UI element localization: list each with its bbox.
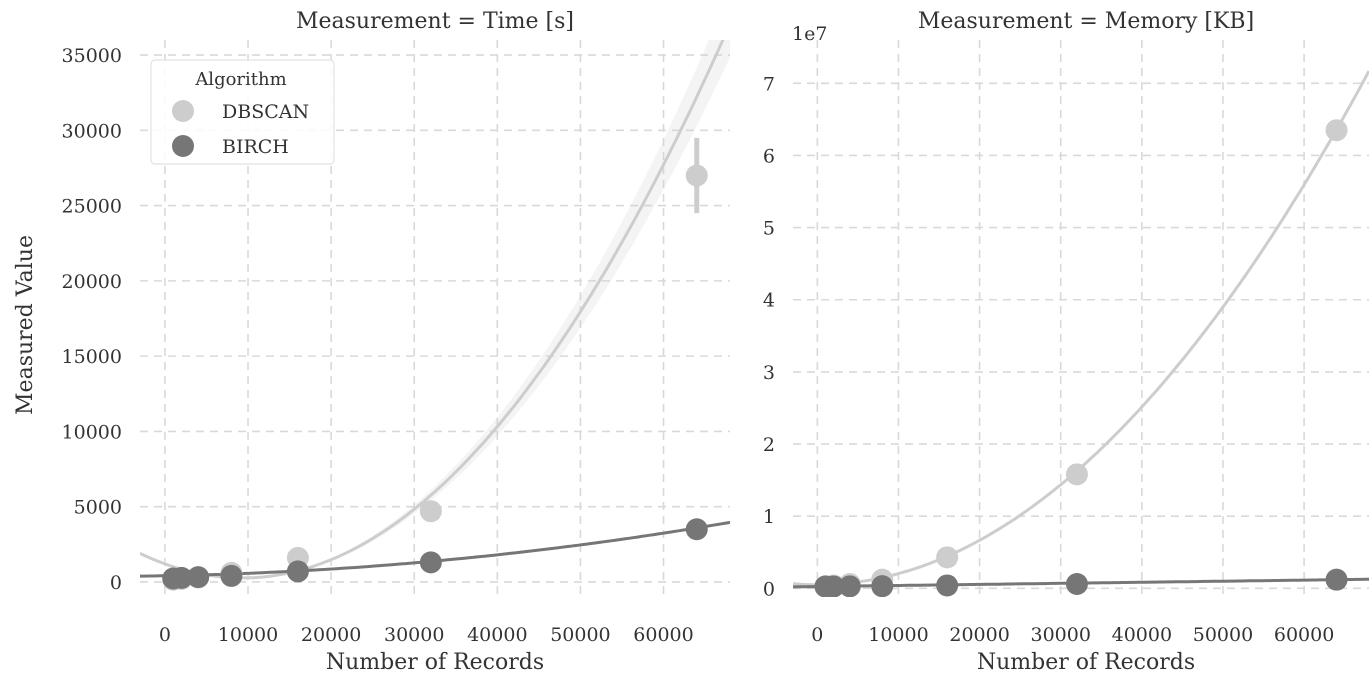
time-y-tick-label: 0 bbox=[110, 572, 122, 594]
memory-x-axis-label: Number of Records bbox=[977, 650, 1195, 675]
memory-x-tick-label: 10000 bbox=[868, 624, 928, 646]
memory-fit-lines bbox=[793, 70, 1369, 589]
birch-data-point bbox=[286, 560, 309, 583]
legend-title: Algorithm bbox=[194, 69, 286, 90]
birch-data-point bbox=[838, 575, 861, 597]
memory-grid bbox=[793, 40, 1369, 597]
birch-data-point bbox=[936, 574, 959, 597]
birch-data-point bbox=[419, 551, 442, 574]
memory-panel: 0 10000 20000 30000 40000 50000 60000 0 1 2 3 4 5 6 7… bbox=[763, 9, 1369, 675]
legend-label-birch: BIRCH bbox=[222, 136, 289, 158]
birch-data-point bbox=[822, 575, 845, 597]
birch-data-point bbox=[170, 566, 193, 589]
memory-x-tick-labels: 0 10000 20000 30000 40000 50000 60000 bbox=[811, 624, 1334, 646]
memory-y-tick-label: 0 bbox=[763, 578, 775, 600]
memory-x-tick-label: 20000 bbox=[949, 624, 1009, 646]
time-panel-title: Measurement = Time [s] bbox=[296, 9, 574, 34]
legend-marker-birch bbox=[172, 135, 194, 157]
memory-y-tick-label: 7 bbox=[763, 73, 775, 95]
time-y-tick-label: 35000 bbox=[62, 45, 122, 67]
dbscan-data-point bbox=[419, 500, 442, 523]
memory-y-tick-label: 2 bbox=[763, 434, 775, 456]
memory-x-tick-label: 40000 bbox=[1112, 624, 1172, 646]
time-y-tick-labels: 0 5000 10000 15000 20000 25000 30000 35000 bbox=[62, 45, 122, 594]
birch-data-point bbox=[1325, 568, 1348, 591]
memory-x-tick-label: 60000 bbox=[1274, 624, 1334, 646]
time-y-tick-label: 10000 bbox=[62, 421, 122, 443]
dbscan-data-point bbox=[936, 546, 959, 569]
memory-panel-title: Measurement = Memory [KB] bbox=[918, 9, 1254, 34]
memory-y-tick-labels: 0 1 2 3 4 5 6 7 bbox=[763, 73, 775, 600]
dbscan-fit-line bbox=[793, 70, 1369, 587]
memory-x-tick-label: 0 bbox=[811, 624, 823, 646]
memory-y-tick-label: 1 bbox=[763, 506, 775, 528]
birch-data-point bbox=[685, 518, 708, 541]
time-x-axis-label: Number of Records bbox=[326, 650, 544, 675]
legend-label-dbscan: DBSCAN bbox=[222, 101, 309, 123]
birch-data-point bbox=[871, 575, 894, 597]
memory-x-tick-label: 50000 bbox=[1193, 624, 1253, 646]
time-panel: 0 10000 20000 30000 40000 50000 60000 0 5000 100… bbox=[13, 9, 730, 675]
time-y-tick-label: 15000 bbox=[62, 346, 122, 368]
time-x-tick-label: 20000 bbox=[301, 624, 361, 646]
time-x-tick-label: 60000 bbox=[633, 624, 693, 646]
legend-frame bbox=[150, 59, 335, 165]
time-x-tick-labels: 0 10000 20000 30000 40000 50000 60000 bbox=[159, 624, 694, 646]
time-x-tick-label: 0 bbox=[159, 624, 171, 646]
memory-y-offset-label: 1e7 bbox=[792, 23, 827, 45]
birch-data-point bbox=[187, 566, 210, 589]
time-y-tick-label: 30000 bbox=[62, 120, 122, 142]
time-y-tick-label: 25000 bbox=[62, 196, 122, 218]
y-axis-label: Measured Value bbox=[13, 235, 38, 415]
time-x-tick-label: 30000 bbox=[384, 624, 444, 646]
legend-marker-dbscan bbox=[172, 100, 194, 122]
time-x-tick-label: 10000 bbox=[218, 624, 278, 646]
time-y-tick-label: 20000 bbox=[62, 271, 122, 293]
memory-points bbox=[814, 119, 1348, 597]
memory-y-tick-label: 5 bbox=[763, 218, 775, 240]
time-x-tick-label: 50000 bbox=[550, 624, 610, 646]
dbscan-data-point bbox=[1325, 119, 1348, 142]
legend: Algorithm DBSCAN BIRCH bbox=[150, 59, 335, 165]
memory-x-tick-label: 30000 bbox=[1030, 624, 1090, 646]
time-points bbox=[162, 164, 708, 591]
birch-data-point bbox=[220, 564, 243, 587]
memory-y-tick-label: 3 bbox=[763, 362, 775, 384]
memory-y-tick-label: 4 bbox=[763, 290, 775, 312]
dbscan-data-point bbox=[1065, 463, 1088, 486]
memory-y-tick-label: 6 bbox=[763, 145, 775, 167]
time-x-tick-label: 40000 bbox=[467, 624, 527, 646]
time-y-tick-label: 5000 bbox=[74, 497, 122, 519]
dbscan-data-point bbox=[685, 164, 708, 187]
birch-data-point bbox=[1065, 573, 1088, 596]
